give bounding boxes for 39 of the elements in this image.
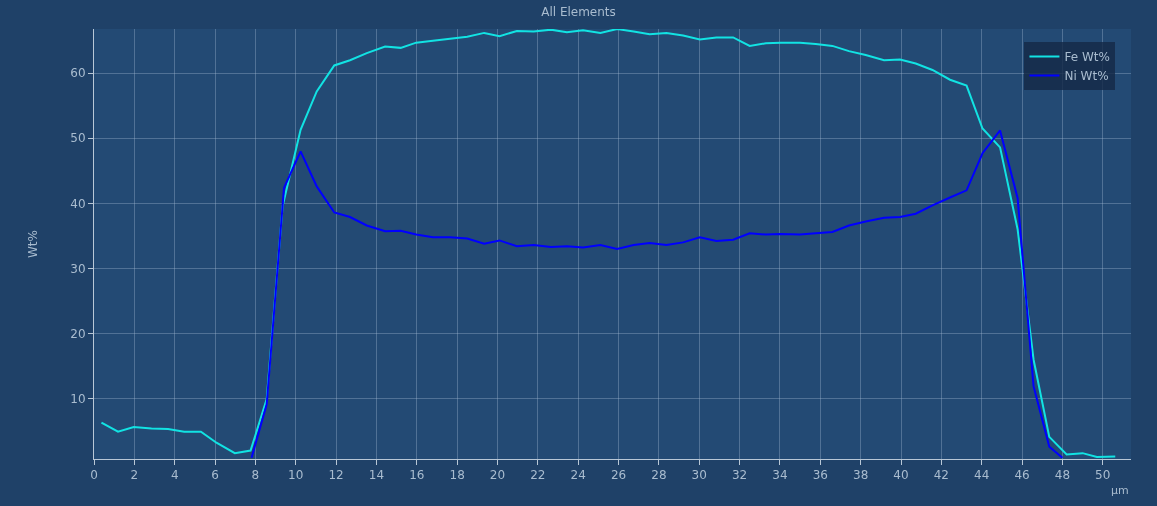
y-tick-label: 50: [70, 131, 86, 146]
x-tick-label: 2: [130, 468, 139, 483]
x-tick-label: 50: [1095, 468, 1111, 483]
x-tick-label: 26: [610, 468, 627, 483]
x-tick-label: 32: [731, 468, 748, 483]
y-axis-title: Wt%: [25, 230, 40, 258]
x-tick-label: 10: [288, 468, 304, 483]
line-series: [250, 129, 1064, 459]
y-tick-label: 10: [70, 391, 86, 406]
x-tick-label: 8: [251, 468, 260, 483]
line-series: [100, 29, 1117, 459]
x-tick-label: 36: [812, 468, 828, 483]
y-tick-label: 40: [70, 196, 86, 211]
legend-label: Ni Wt%: [1064, 69, 1109, 84]
y-tick-label: 20: [70, 326, 86, 341]
y-tick-label: 60: [70, 66, 86, 81]
x-tick-label: 6: [211, 468, 219, 483]
x-tick-label: 38: [853, 468, 869, 483]
x-tick-label: 46: [1014, 468, 1030, 483]
x-tick-label: 34: [772, 468, 788, 483]
y-tick-label: 30: [70, 261, 86, 276]
x-tick-label: 44: [974, 468, 990, 483]
x-tick-label: 20: [489, 468, 506, 483]
x-tick-label: 42: [933, 468, 949, 483]
chart-title: All Elements: [541, 4, 616, 19]
x-tick-label: 12: [328, 468, 344, 483]
x-tick-label: 28: [651, 468, 667, 483]
x-tick-label: 18: [449, 468, 465, 483]
x-tick-label: 4: [170, 468, 179, 483]
legend-label: Fe Wt%: [1064, 50, 1110, 65]
x-tick-label: 24: [570, 468, 586, 483]
x-tick-label: 30: [691, 468, 707, 483]
x-tick-label: 40: [893, 468, 909, 483]
x-tick-label: 16: [409, 468, 425, 483]
x-tick-label: 48: [1054, 468, 1071, 483]
x-tick-label: 0: [90, 468, 98, 483]
x-tick-label: 22: [530, 468, 546, 483]
x-tick-label: 14: [368, 468, 385, 483]
x-axis-title: µm: [1111, 484, 1129, 497]
